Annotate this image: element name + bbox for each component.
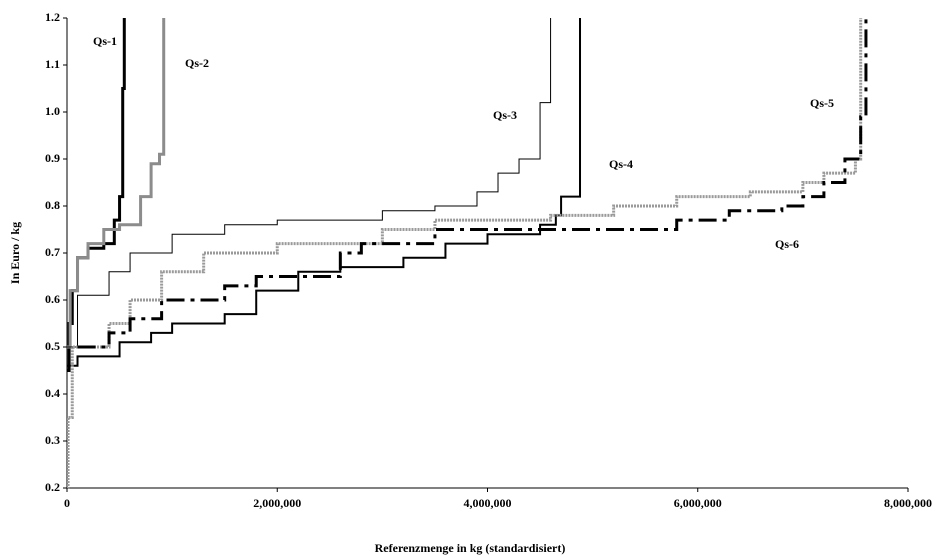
series-line xyxy=(67,18,582,367)
y-tick-label: 0.9 xyxy=(45,151,60,165)
series-line xyxy=(67,18,863,489)
x-tick-label: 4,000,000 xyxy=(464,496,512,510)
y-axis-label: In Euro / kg xyxy=(8,222,22,284)
y-tick-label: 1.0 xyxy=(45,104,60,118)
y-tick-label: 1.2 xyxy=(45,10,60,24)
series-label: Qs-5 xyxy=(810,96,834,110)
y-tick-label: 0.4 xyxy=(45,386,60,400)
y-tick-label: 0.6 xyxy=(45,292,60,306)
y-tick-label: 0.5 xyxy=(45,339,60,353)
y-tick-label: 0.3 xyxy=(45,433,60,447)
y-tick-label: 0.7 xyxy=(45,245,60,259)
series-label: Qs-3 xyxy=(493,108,517,122)
x-tick-label: 0 xyxy=(64,496,70,510)
y-tick-label: 0.8 xyxy=(45,198,60,212)
x-tick-label: 6,000,000 xyxy=(674,496,722,510)
x-tick-label: 2,000,000 xyxy=(253,496,301,510)
series-line xyxy=(67,18,552,348)
series-line xyxy=(67,18,166,349)
plot-area xyxy=(67,18,868,489)
y-tick-label: 1.1 xyxy=(45,57,60,71)
series-label: Qs-4 xyxy=(609,157,633,171)
y-tick-label: 0.2 xyxy=(45,480,60,494)
series-label: Qs-2 xyxy=(185,56,209,70)
series-line xyxy=(77,18,868,349)
series-line xyxy=(67,18,126,372)
series-label: Qs-6 xyxy=(775,237,799,251)
x-tick-label: 8,000,000 xyxy=(884,496,932,510)
x-axis-label: Referenzmenge in kg (standardisiert) xyxy=(375,541,566,555)
series-label: Qs-1 xyxy=(93,34,117,48)
